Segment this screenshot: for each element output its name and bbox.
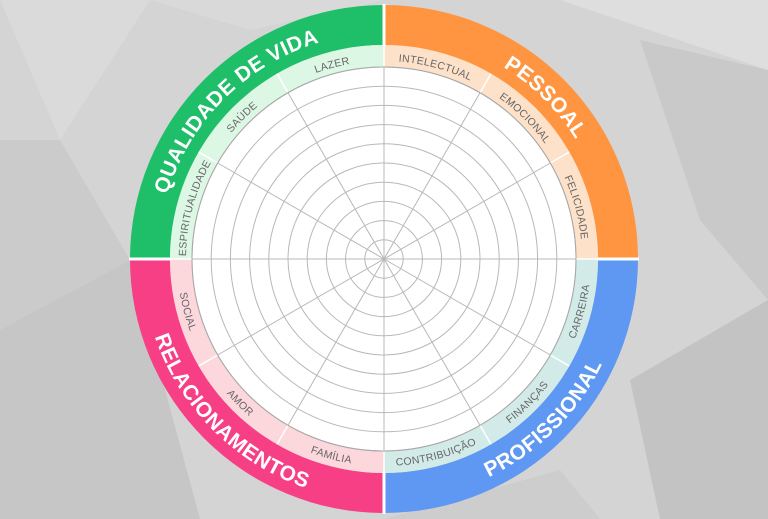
band-separator	[198, 151, 219, 164]
band-separator	[479, 424, 492, 445]
background-facet	[0, 0, 150, 140]
background-facet	[0, 140, 130, 330]
background-facet	[0, 260, 200, 519]
band-separator	[549, 354, 570, 367]
grid-spoke	[383, 162, 551, 260]
quadrant-band-3	[384, 259, 598, 473]
grid-spoke	[217, 162, 385, 260]
wheel-grid	[170, 45, 598, 473]
band-separator	[276, 424, 289, 445]
grid-spoke	[383, 258, 481, 426]
face-rim	[191, 66, 577, 452]
quadrant-band-1	[170, 45, 384, 259]
quadrant-band-4	[170, 259, 384, 473]
band-separator	[276, 73, 289, 94]
background-facet	[150, 0, 384, 30]
quadrant-arc-3	[384, 259, 638, 513]
background-facet	[630, 300, 768, 519]
background-facet	[640, 40, 768, 300]
grid-spoke	[287, 258, 385, 426]
quadrant-arc-1	[130, 5, 384, 259]
quadrant-arc-4	[130, 259, 384, 513]
band-separator	[479, 73, 492, 94]
band-separator	[549, 151, 570, 164]
quadrant-arcs	[130, 5, 638, 513]
grid-spoke	[217, 258, 385, 356]
band-separator	[198, 354, 219, 367]
grid-spoke	[383, 92, 481, 260]
grid-spoke	[383, 258, 551, 356]
quadrant-dividers	[129, 4, 639, 514]
grid-spoke	[287, 92, 385, 260]
background-facet	[560, 0, 768, 70]
quadrant-arc-2	[384, 5, 638, 259]
quadrant-band-2	[384, 45, 598, 259]
category-bands	[170, 45, 598, 473]
